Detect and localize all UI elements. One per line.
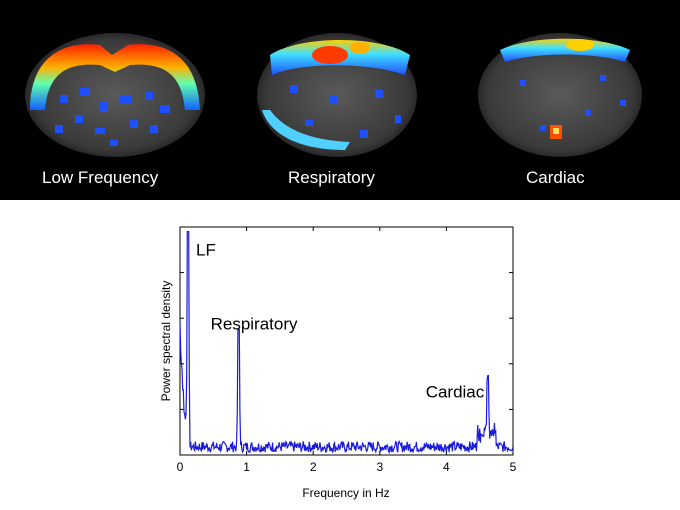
brain-maps-banner: Low Frequency Respiratory Cardiac — [0, 0, 680, 200]
x-tick-label: 0 — [177, 460, 184, 474]
x-ticks: 0 1 2 3 4 5 — [177, 227, 517, 474]
psd-chart: 0 1 2 3 4 5 LF Respiratory Cardiac Frequency … — [159, 226, 517, 500]
x-tick-label: 5 — [510, 460, 517, 474]
y-axis-label: Power spectral density — [159, 281, 173, 402]
brain-slice-respiratory — [257, 33, 417, 157]
x-axis-label: Frequency in Hz — [302, 486, 389, 500]
brain-slice-cardiac — [478, 33, 642, 157]
psd-series-line — [179, 231, 514, 455]
label-cardiac: Cardiac — [526, 168, 585, 187]
x-tick-label: 2 — [310, 460, 317, 474]
peak-annotation-respiratory: Respiratory — [211, 315, 298, 334]
label-low-frequency: Low Frequency — [42, 168, 159, 187]
peak-annotation-lf: LF — [196, 241, 216, 260]
x-tick-label: 1 — [243, 460, 250, 474]
brain-slice-low-frequency — [25, 33, 205, 157]
x-tick-label: 3 — [376, 460, 383, 474]
peak-annotation-cardiac: Cardiac — [426, 382, 485, 401]
brain-maps-image — [25, 33, 642, 157]
label-respiratory: Respiratory — [288, 168, 375, 187]
plot-area — [179, 226, 514, 456]
x-tick-label: 4 — [443, 460, 450, 474]
